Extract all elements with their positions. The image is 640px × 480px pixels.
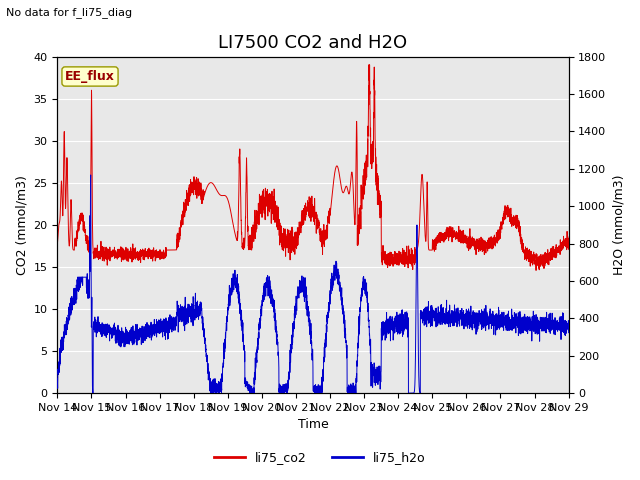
X-axis label: Time: Time bbox=[298, 419, 328, 432]
Text: No data for f_li75_diag: No data for f_li75_diag bbox=[6, 7, 132, 18]
Y-axis label: CO2 (mmol/m3): CO2 (mmol/m3) bbox=[15, 175, 28, 275]
Title: LI7500 CO2 and H2O: LI7500 CO2 and H2O bbox=[218, 34, 408, 52]
Text: EE_flux: EE_flux bbox=[65, 70, 115, 83]
Legend: li75_co2, li75_h2o: li75_co2, li75_h2o bbox=[209, 446, 431, 469]
Y-axis label: H2O (mmol/m3): H2O (mmol/m3) bbox=[612, 175, 625, 275]
